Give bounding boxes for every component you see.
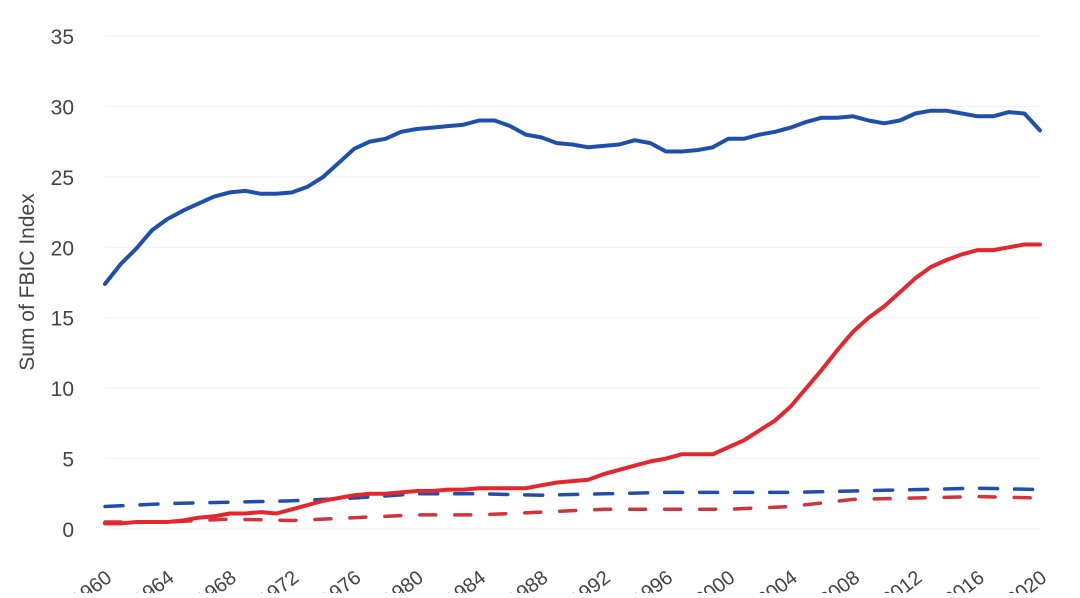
x-tick-label: 2004 <box>753 567 802 593</box>
x-tick-label: 2000 <box>691 567 740 593</box>
x-tick-label: 1980 <box>379 567 428 593</box>
y-tick-label: 30 <box>51 96 74 119</box>
x-tick-label: 1996 <box>628 567 677 593</box>
x-tick-label: 2020 <box>1002 567 1051 593</box>
x-tick-label: 1964 <box>130 567 179 593</box>
x-tick-label: 1972 <box>254 567 303 593</box>
x-axis-ticks: 1960 1964 1968 1972 1976 1980 1984 1988 1992 1996… <box>67 567 1051 598</box>
gridlines <box>105 35 1040 530</box>
x-tick-label: 2012 <box>878 567 927 593</box>
y-axis-label: Sum of FBIC Index <box>16 193 39 371</box>
y-tick-label: 15 <box>51 308 74 331</box>
x-tick-label: 1968 <box>192 567 241 593</box>
y-tick-label: 10 <box>51 378 74 401</box>
y-axis-ticks: 0 5 10 15 20 25 30 35 <box>51 26 74 542</box>
y-tick-label: 0 <box>62 519 74 542</box>
series-line-blue-dashed <box>103 486 1042 509</box>
y-tick-label: 35 <box>51 26 74 49</box>
y-tick-label: 20 <box>51 237 74 260</box>
series-line-red-dashed <box>103 494 1042 524</box>
y-tick-label: 5 <box>62 449 74 472</box>
x-tick-label: 1960 <box>67 567 116 593</box>
y-tick-label: 25 <box>51 167 74 190</box>
series-line-red-solid <box>103 242 1042 526</box>
x-tick-label: 1988 <box>504 567 553 593</box>
x-tick-label: 1976 <box>317 567 366 593</box>
series-lines <box>103 108 1042 526</box>
x-tick-label: 2016 <box>940 567 989 593</box>
x-tick-label: 1992 <box>566 567 615 593</box>
x-tick-label: 2008 <box>815 567 864 593</box>
x-tick-label: 1984 <box>441 567 490 593</box>
series-line-blue-solid <box>103 108 1042 286</box>
